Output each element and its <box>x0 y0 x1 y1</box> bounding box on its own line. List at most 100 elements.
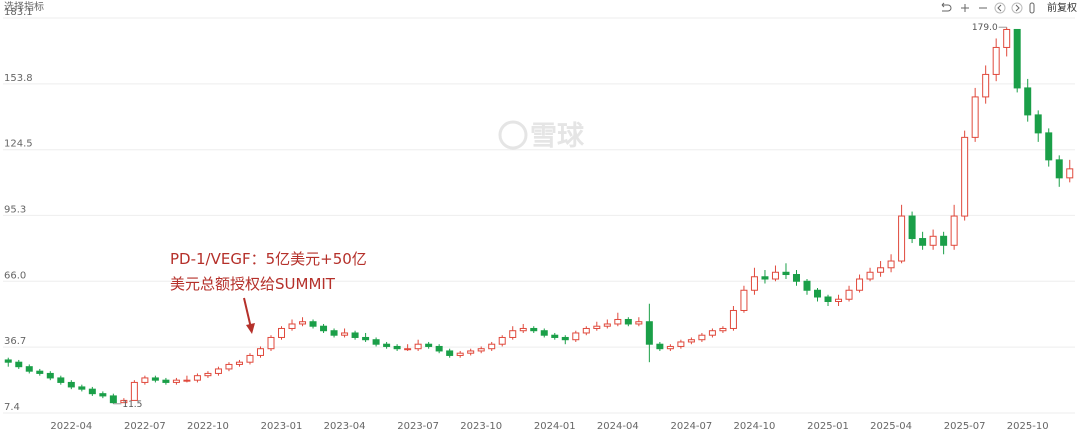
candle-body <box>141 377 149 383</box>
candle-body <box>498 336 506 345</box>
y-tick-label: 66.0 <box>4 270 26 281</box>
candle-body <box>1055 159 1063 179</box>
candle-body <box>467 350 475 354</box>
candle-body <box>593 325 601 329</box>
candle-body <box>57 377 65 383</box>
candle-body <box>1003 28 1011 48</box>
x-tick-label: 2024-04 <box>597 421 639 432</box>
indicator-button[interactable]: 选择指标 <box>4 0 44 13</box>
candle-body <box>856 278 864 291</box>
adjust-button[interactable]: 前复权 <box>1047 1 1077 14</box>
candle-body <box>235 361 243 365</box>
high-label: 179.0 <box>972 23 998 33</box>
candle-body <box>540 330 548 336</box>
candle-body <box>509 330 517 338</box>
candle-body <box>1066 168 1074 179</box>
y-tick-label: 36.7 <box>4 336 26 347</box>
candle-body <box>687 339 695 343</box>
candle-body <box>341 332 349 336</box>
candles <box>4 27 1074 404</box>
candle-body <box>971 96 979 138</box>
candle-body <box>519 327 527 332</box>
x-tick-label: 2023-04 <box>324 421 366 432</box>
candle-body <box>120 399 128 404</box>
candle-body <box>708 330 716 336</box>
watermark: 雪球 <box>498 120 585 152</box>
prev-button[interactable] <box>994 2 1006 14</box>
annotation-arrow <box>243 297 252 329</box>
candle-body <box>992 46 1000 75</box>
fullscreen-icon[interactable] <box>1029 2 1035 14</box>
low-label: 11.5 <box>122 400 142 410</box>
next-button[interactable] <box>1011 2 1023 14</box>
x-tick-label: 2024-10 <box>734 421 776 432</box>
candle-body <box>866 271 874 280</box>
candle-body <box>792 274 800 282</box>
candle-body <box>1045 132 1053 161</box>
candle-body <box>256 348 264 356</box>
candle-body <box>477 348 485 352</box>
x-tick-label: 2022-04 <box>50 421 92 432</box>
candle-body <box>624 318 632 325</box>
candle-body <box>172 379 180 383</box>
watermark-logo <box>498 120 528 150</box>
x-tick-label: 2022-07 <box>124 421 166 432</box>
candle-body <box>488 343 496 350</box>
candle-body <box>582 327 590 334</box>
candle-body <box>761 276 769 280</box>
candle-body <box>109 395 117 404</box>
candle-body <box>782 271 790 276</box>
candle-body <box>729 309 737 329</box>
candle-body <box>877 267 885 273</box>
candle-body <box>645 321 653 345</box>
candle-body <box>372 339 380 345</box>
candle-body <box>193 375 201 381</box>
candle-body <box>246 354 254 363</box>
toolbar <box>941 2 1035 14</box>
candle-body <box>278 327 286 338</box>
candle-body <box>1024 87 1032 116</box>
candle-body <box>950 215 958 246</box>
candle-body <box>162 379 170 383</box>
candle-body <box>929 235 937 246</box>
candle-body <box>666 345 674 350</box>
candle-body <box>561 336 569 341</box>
candle-body <box>824 296 832 302</box>
candle-body <box>740 289 748 311</box>
candle-body <box>288 323 296 329</box>
candle-body <box>362 336 370 341</box>
candle-body <box>1013 28 1021 89</box>
candle-body <box>614 318 622 325</box>
candle-body <box>1034 114 1042 134</box>
candle-body <box>446 350 454 356</box>
candle-body <box>530 327 538 332</box>
candle-body <box>309 321 317 327</box>
y-tick-label: 95.3 <box>4 204 26 215</box>
candle-body <box>750 276 758 291</box>
undo-icon[interactable] <box>941 2 952 12</box>
candle-body <box>551 334 559 338</box>
candle-body <box>803 280 811 291</box>
x-tick-label: 2025-07 <box>944 421 986 432</box>
x-tick-label: 2025-10 <box>1007 421 1049 432</box>
annotation-line: PD-1/VEGF：5亿美元+50亿 <box>170 250 367 268</box>
candle-body <box>835 298 843 302</box>
candle-body <box>771 271 779 280</box>
candle-body <box>656 343 664 350</box>
candle-body <box>698 334 706 341</box>
y-tick-label: 153.8 <box>4 73 33 84</box>
candle-body <box>351 332 359 338</box>
candle-body <box>299 321 307 325</box>
candle-body <box>940 235 948 246</box>
candle-body <box>908 215 916 240</box>
candle-body <box>814 289 822 298</box>
candle-body <box>183 379 191 382</box>
y-tick-label: 183.1 <box>4 7 33 18</box>
x-tick-label: 2022-10 <box>187 421 229 432</box>
candle-body <box>78 386 86 390</box>
candle-body <box>330 330 338 336</box>
candle-body <box>320 325 328 332</box>
zoom-in-icon[interactable] <box>961 4 969 12</box>
